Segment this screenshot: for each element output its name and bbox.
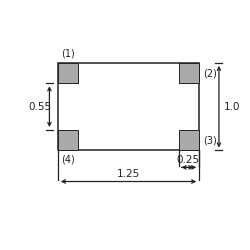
Bar: [179, 63, 199, 83]
Bar: [58, 63, 199, 150]
Text: (2): (2): [204, 68, 217, 78]
Text: 0.25: 0.25: [176, 155, 199, 165]
Text: (3): (3): [204, 135, 217, 145]
Bar: [58, 63, 78, 83]
Text: 1.0: 1.0: [224, 102, 240, 112]
Text: (1): (1): [61, 48, 75, 58]
Bar: [58, 130, 78, 150]
Bar: [179, 130, 199, 150]
Text: 0.55: 0.55: [28, 102, 51, 112]
Text: (4): (4): [61, 155, 75, 165]
Text: 1.25: 1.25: [117, 170, 140, 179]
